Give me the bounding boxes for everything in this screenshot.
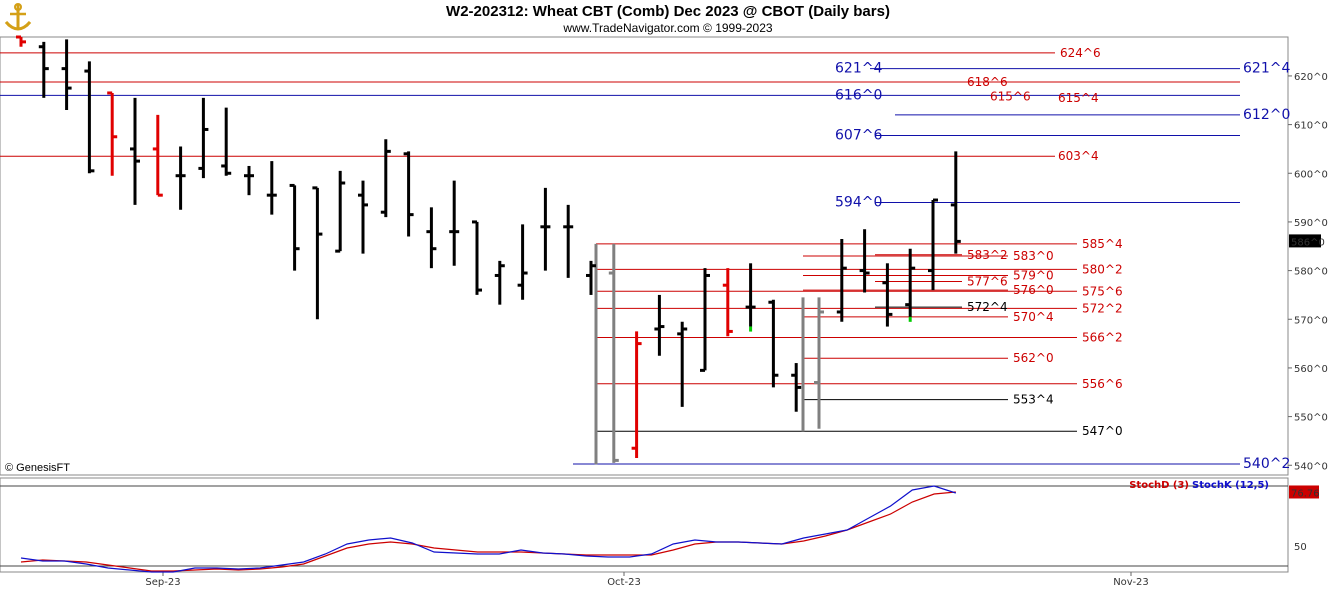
level-label: 547^0 — [1082, 424, 1123, 438]
y-tick-label: 550^0 — [1294, 413, 1328, 424]
stochD-line — [20, 491, 956, 572]
level-label: 576^0 — [1013, 283, 1054, 297]
level-label: 583^0 — [1013, 249, 1054, 263]
y-tick-label: 540^0 — [1294, 461, 1328, 472]
level-label: 553^4 — [1013, 393, 1054, 407]
level-label: 540^2 — [1243, 456, 1290, 472]
level-label: 603^4 — [1058, 149, 1099, 163]
level-label: 615^4 — [1058, 91, 1099, 105]
y-tick-label: 620^0 — [1294, 72, 1328, 83]
x-tick-label: Sep-23 — [145, 577, 180, 588]
level-label: 583^2 — [967, 248, 1008, 262]
main-panel-border — [0, 36, 1289, 476]
chart-title: W2-202312: Wheat CBT (Comb) Dec 2023 @ C… — [446, 3, 890, 20]
level-label: 575^6 — [1082, 284, 1123, 298]
stochD-legend: StochD (3) — [1129, 480, 1189, 491]
stoch-value-label: 76.76 — [1291, 488, 1320, 499]
x-tick-label: Nov-23 — [1113, 577, 1149, 588]
last-price-label: 586^0 — [1291, 237, 1325, 248]
y-tick-label: 610^0 — [1294, 121, 1328, 132]
level-label: 616^0 — [835, 87, 882, 103]
level-label: 624^6 — [1060, 46, 1101, 60]
last-price-box — [1289, 234, 1321, 248]
level-label: 621^4 — [1243, 61, 1290, 77]
level-label: 562^0 — [1013, 351, 1054, 365]
stoch-value-box — [1289, 485, 1319, 499]
chart-credit: © GenesisFT — [5, 462, 70, 474]
level-label: 572^2 — [1082, 301, 1123, 315]
level-label: 572^4 — [967, 300, 1008, 314]
chart-subtitle: www.TradeNavigator.com © 1999-2023 — [563, 21, 773, 35]
y-tick-label: 600^0 — [1294, 169, 1328, 180]
level-label: 566^2 — [1082, 331, 1123, 345]
stochK-line — [20, 485, 956, 573]
indicator-tick-label: 50 — [1294, 542, 1307, 553]
level-label: 607^6 — [835, 128, 882, 144]
level-label: 556^6 — [1082, 377, 1123, 391]
level-label: 615^6 — [990, 90, 1031, 104]
level-label: 580^2 — [1082, 262, 1123, 276]
anchor-logo-icon — [4, 3, 32, 31]
level-label: 618^6 — [967, 75, 1008, 89]
level-label: 585^4 — [1082, 237, 1123, 251]
indicator-panel-border — [0, 477, 1289, 573]
level-label: 594^0 — [835, 194, 882, 210]
y-tick-label: 560^0 — [1294, 364, 1328, 375]
level-label: 577^6 — [967, 275, 1008, 289]
y-tick-label: 570^0 — [1294, 315, 1328, 326]
y-tick-label: 590^0 — [1294, 218, 1328, 229]
level-label: 579^0 — [1013, 268, 1054, 282]
level-label: 612^0 — [1243, 107, 1290, 123]
y-tick-label: 580^0 — [1294, 267, 1328, 278]
level-label: 570^4 — [1013, 310, 1054, 324]
x-tick-label: Oct-23 — [607, 577, 641, 588]
level-label: 621^4 — [835, 61, 882, 77]
stochK-legend: StochK (12,5) — [1192, 480, 1269, 491]
